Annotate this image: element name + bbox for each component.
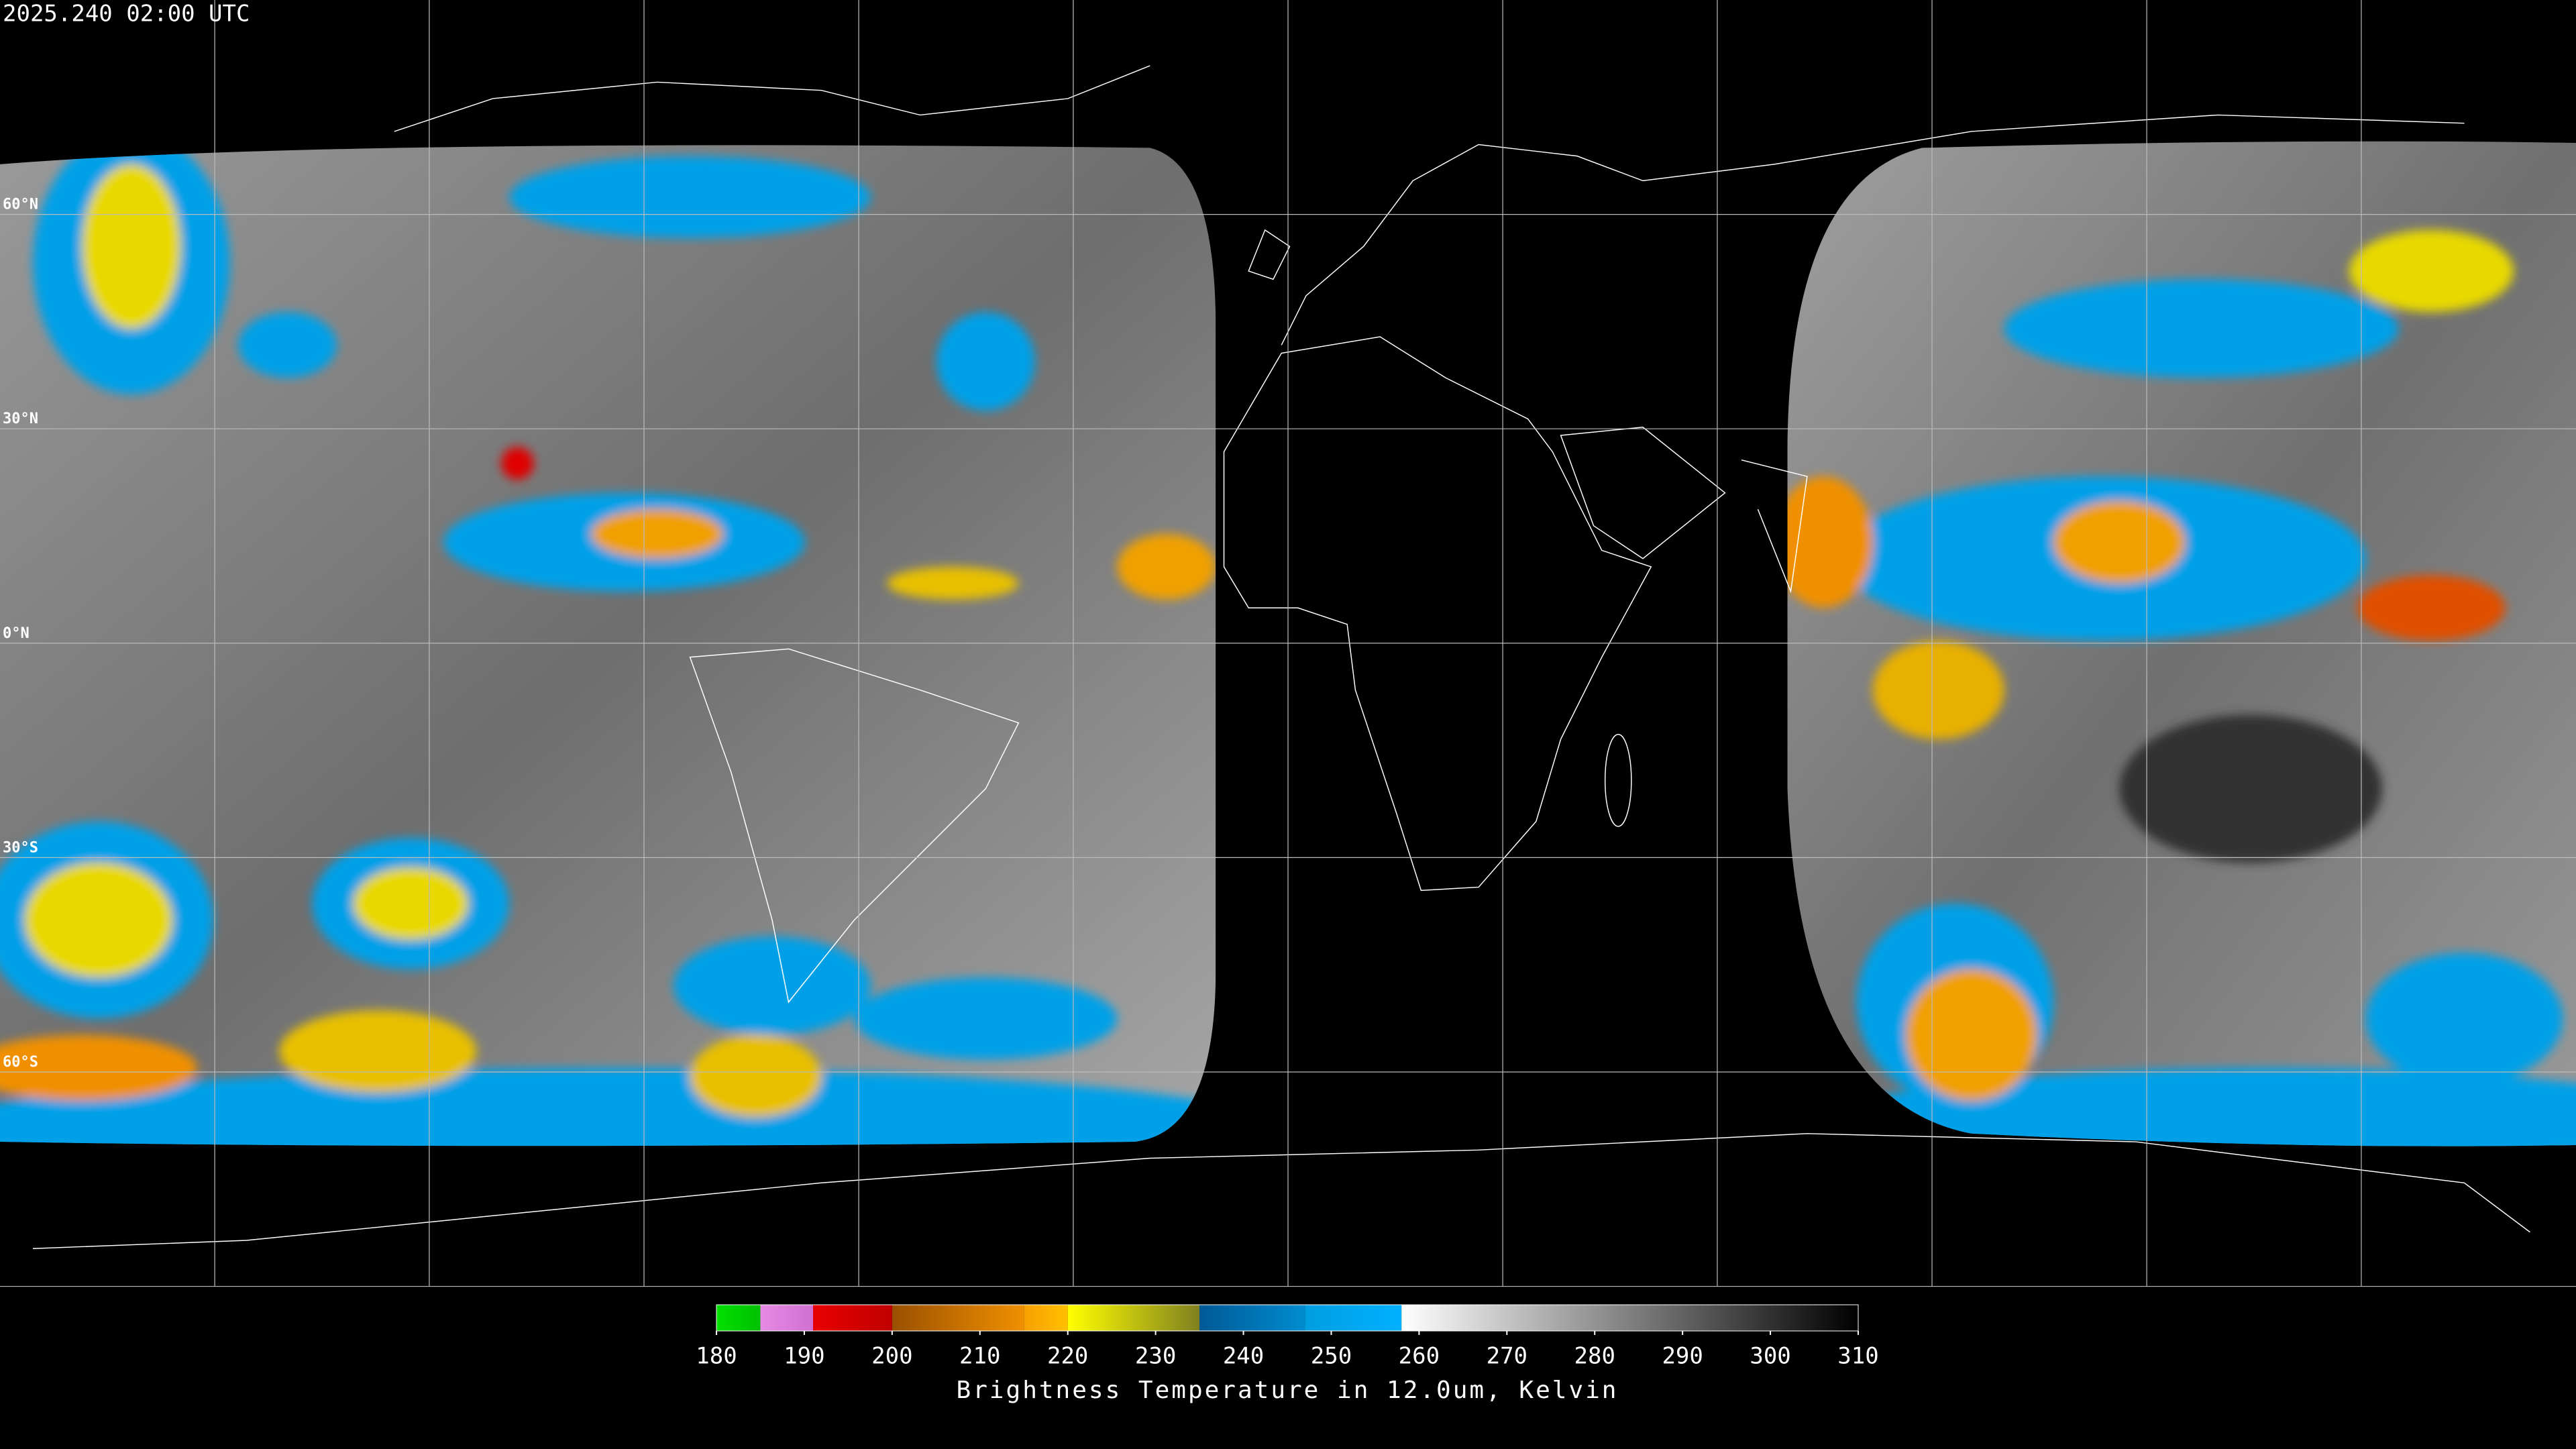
colorbar-segment — [716, 1305, 761, 1331]
cloud-tops — [1787, 229, 2576, 1146]
latitude-label: 0°N — [3, 625, 30, 642]
colorbar-tick-label: 280 — [1574, 1343, 1615, 1370]
latitude-label: 30°N — [3, 411, 38, 427]
colorbar-tick-label: 250 — [1311, 1343, 1352, 1370]
colorbar-tick-label: 220 — [1047, 1343, 1088, 1370]
colorbar-segment — [892, 1305, 1024, 1331]
colorbar-segment — [1067, 1305, 1200, 1331]
colorbar-title: Brightness Temperature in 12.0um, Kelvin — [957, 1377, 1619, 1404]
colorbar-tick-label: 260 — [1399, 1343, 1440, 1370]
colorbar-tick-label: 290 — [1662, 1343, 1703, 1370]
colorbar-tick-label: 300 — [1750, 1343, 1790, 1370]
colorbar: 180 190 200 210 220 230 240 250 260 270 280 290 300 3… — [696, 1304, 1879, 1370]
colorbar-tick-label: 230 — [1135, 1343, 1176, 1370]
latitude-labels: 60°N 30°N 0°N 30°S 60°S — [3, 197, 38, 1071]
colorbar-tick-label: 270 — [1487, 1343, 1527, 1370]
timestamp: 2025.240 02:00 UTC — [3, 1, 250, 28]
colorbar-segment — [1199, 1305, 1305, 1331]
graticule — [0, 0, 2576, 1287]
colorbar-tick-label: 200 — [871, 1343, 912, 1370]
colorbar-frame — [716, 1304, 1859, 1332]
map-layer — [0, 0, 2576, 1287]
colorbar-segment — [1305, 1305, 1402, 1331]
cloud-tops — [0, 145, 1216, 1146]
colorbar-segment — [1024, 1305, 1068, 1331]
latitude-label: 60°N — [3, 197, 38, 213]
latitude-label: 30°S — [3, 839, 38, 856]
imagery-east — [1787, 141, 2576, 1146]
colorbar-tick-label: 190 — [784, 1343, 824, 1370]
colorbar-segment — [813, 1305, 892, 1331]
colorbar-tick-label: 310 — [1837, 1343, 1878, 1370]
colorbar-segment — [760, 1305, 814, 1331]
colorbar-segment — [1401, 1305, 1858, 1331]
colorbar-tick-label: 240 — [1223, 1343, 1264, 1370]
colorbar-tick-label: 180 — [696, 1343, 737, 1370]
latitude-label: 60°S — [3, 1054, 38, 1071]
imagery-west — [0, 145, 1216, 1146]
colorbar-tick-label: 210 — [959, 1343, 1000, 1370]
